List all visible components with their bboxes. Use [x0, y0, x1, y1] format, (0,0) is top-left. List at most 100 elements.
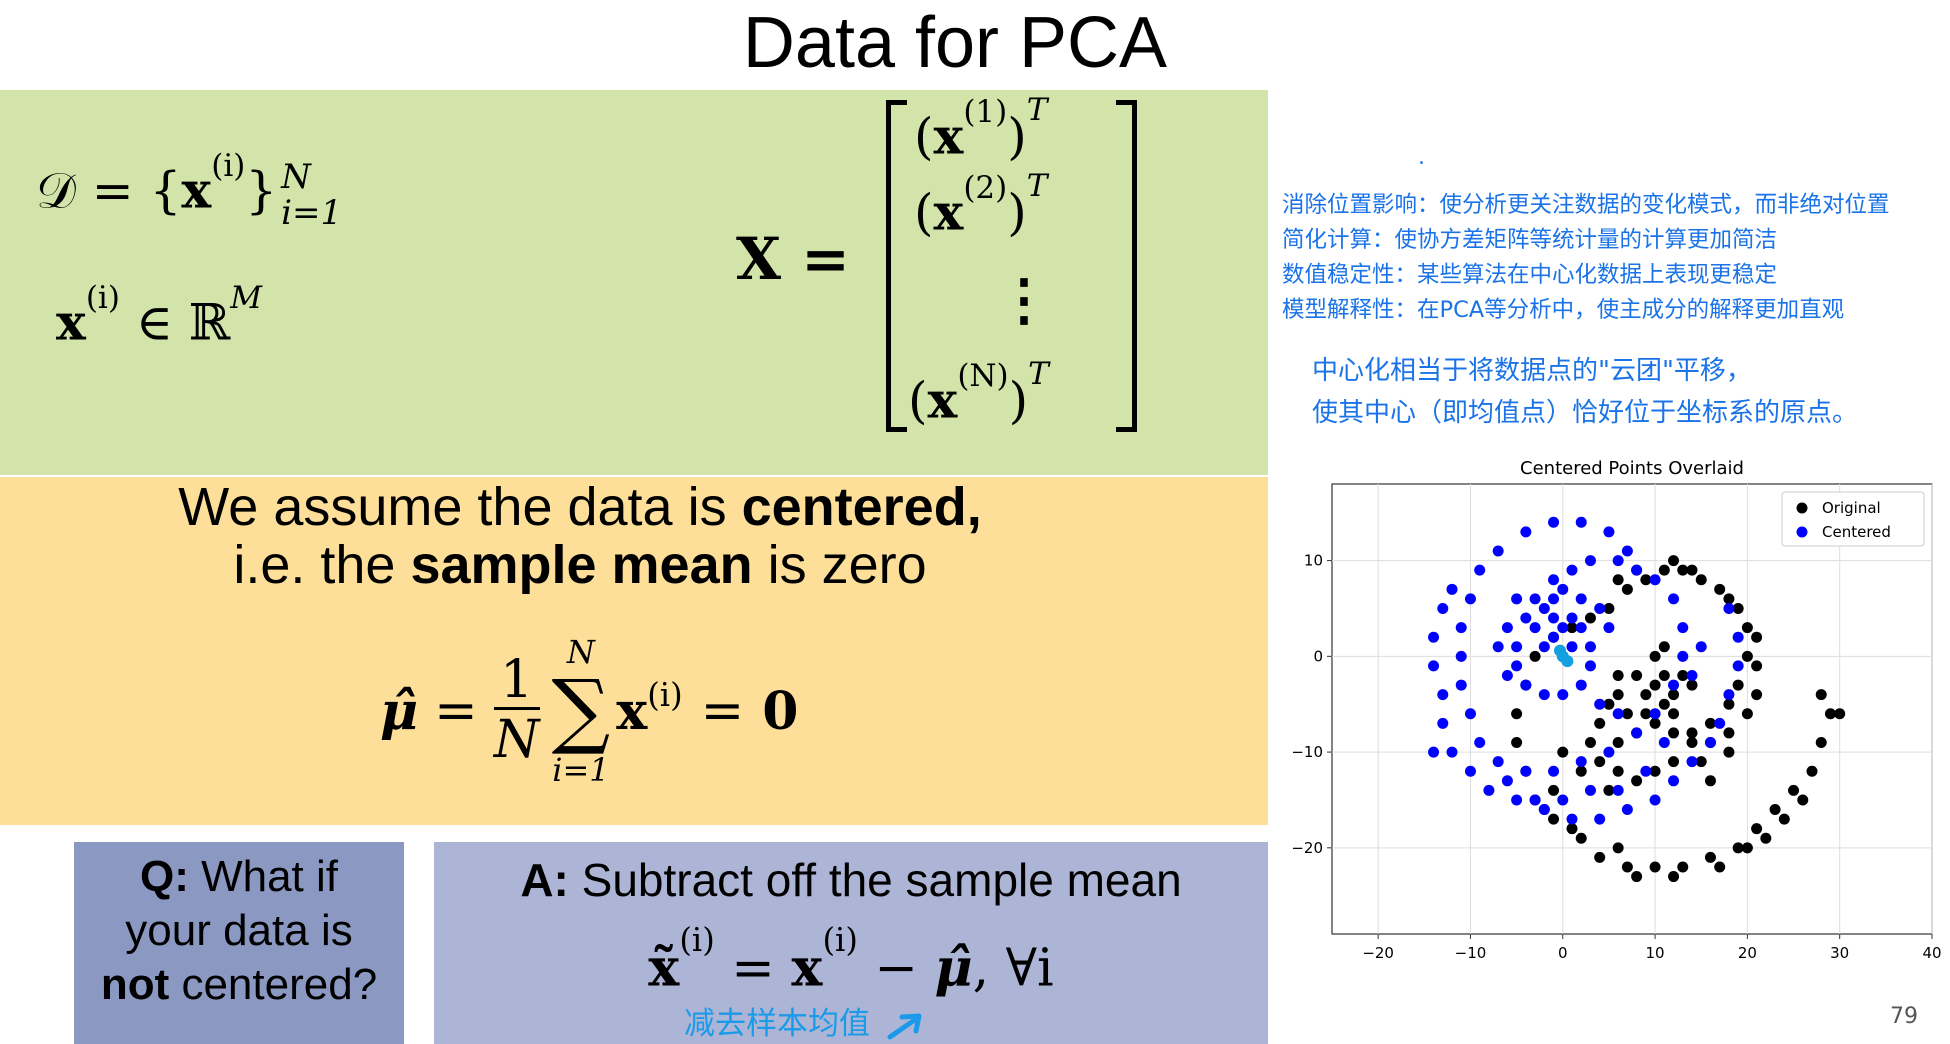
original-point: [1621, 861, 1633, 873]
centered-point: [1548, 593, 1560, 605]
line-text: is zero: [752, 535, 927, 595]
original-point: [1649, 679, 1661, 691]
centered-point: [1511, 593, 1523, 605]
centered-point: [1668, 593, 1680, 605]
centered-point: [1584, 660, 1596, 672]
x-tilde: x̃: [648, 937, 680, 999]
centered-point: [1557, 622, 1569, 634]
centered-point: [1538, 641, 1550, 653]
question-line-3: not centered?: [74, 958, 404, 1012]
original-point: [1714, 861, 1726, 873]
original-point: [1797, 794, 1809, 806]
original-point: [1566, 823, 1578, 835]
original-point: [1751, 631, 1763, 643]
element-superscript: (i): [85, 280, 120, 316]
original-point: [1704, 775, 1716, 787]
original-point: [1658, 641, 1670, 653]
row-open-paren: (: [908, 371, 928, 430]
original-point: [1686, 564, 1698, 576]
dataset-x: x: [181, 160, 212, 220]
matrix-right-bracket: [1116, 100, 1137, 432]
x-tick-label: 30: [1830, 944, 1849, 962]
original-point: [1806, 765, 1818, 777]
assumption-panel: [0, 477, 1268, 825]
centered-points-chart: Centered Points Overlaid −20 −10 0 10 20 30 40 −…: [1291, 458, 1941, 962]
centered-point: [1446, 583, 1458, 595]
original-point: [1640, 689, 1652, 701]
minus-sign: −: [857, 938, 935, 999]
note-line: 数值稳定性：某些算法在中心化数据上表现更稳定: [1282, 262, 1778, 288]
centered-point: [1566, 641, 1578, 653]
question-text: Q: What if your data is not centered?: [74, 850, 404, 1012]
definition-panel: [0, 90, 1268, 475]
row-close-paren: ): [1007, 183, 1027, 242]
row-superscript: (2): [963, 170, 1008, 206]
centered-point: [1474, 737, 1486, 749]
line-bold-text: centered,: [741, 477, 982, 537]
centered-point: [1594, 813, 1606, 825]
x-tick-label: 0: [1558, 944, 1568, 962]
original-point: [1714, 583, 1726, 595]
mean-point: [1561, 655, 1574, 668]
original-point: [1631, 669, 1643, 681]
zero-vector: 0: [762, 680, 799, 742]
original-point: [1751, 660, 1763, 672]
assumption-line-1: We assume the data is centered,: [0, 478, 1160, 536]
x-superscript: (i): [822, 921, 858, 959]
legend-marker: [1796, 502, 1808, 514]
centered-point: [1520, 612, 1532, 624]
centered-point: [1557, 689, 1569, 701]
assumption-line-2: i.e. the sample mean is zero: [0, 536, 1160, 594]
line-text: We assume the data is: [178, 477, 742, 537]
answer-text: A: Subtract off the sample mean: [434, 852, 1268, 908]
centered-point: [1594, 698, 1606, 710]
note-line: 消除位置影响：使分析更关注数据的变化模式，而非绝对位置: [1282, 192, 1890, 218]
dataset-upper-limit: N: [281, 156, 311, 197]
original-point: [1575, 765, 1587, 777]
note-line: 模型解释性：在PCA等分析中，使主成分的解释更加直观: [1282, 297, 1845, 323]
centered-point: [1668, 679, 1680, 691]
centered-point: [1658, 737, 1670, 749]
subtract-mean-annotation: 减去样本均值: [684, 1004, 926, 1044]
original-point: [1584, 612, 1596, 624]
original-point: [1668, 689, 1680, 701]
centered-point: [1437, 717, 1449, 729]
equals-sign: =: [700, 681, 745, 741]
summation: N ∑ i=1: [552, 635, 611, 787]
original-point: [1677, 861, 1689, 873]
original-point: [1631, 775, 1643, 787]
original-point: [1584, 737, 1596, 749]
centered-point: [1464, 765, 1476, 777]
original-point: [1612, 842, 1624, 854]
dataset-superscript: (i): [211, 148, 246, 184]
for-all-i: , ∀i: [972, 938, 1054, 999]
original-point: [1668, 756, 1680, 768]
row-superscript: (1): [963, 94, 1008, 130]
dataset-symbol: 𝒟 = {: [36, 161, 182, 220]
centered-point: [1428, 631, 1440, 643]
original-point: [1511, 737, 1523, 749]
element-membership: x(i) ∈ ℝM: [56, 280, 262, 353]
x-tick-label: 10: [1646, 944, 1665, 962]
centered-point: [1566, 612, 1578, 624]
mu-hat: μ̂: [380, 680, 419, 742]
original-point: [1815, 689, 1827, 701]
sample-mean-equation: μ̂ = 1 N N ∑ i=1 x (i) = 0: [380, 626, 798, 796]
matrix-left-bracket: [886, 100, 907, 432]
original-point: [1649, 861, 1661, 873]
original-point: [1815, 737, 1827, 749]
centered-point: [1428, 660, 1440, 672]
original-point: [1612, 574, 1624, 586]
centered-point: [1501, 775, 1513, 787]
centered-point: [1631, 727, 1643, 739]
centered-point: [1594, 602, 1606, 614]
fraction-bar: [493, 706, 540, 710]
centered-point: [1428, 746, 1440, 758]
centered-point: [1603, 746, 1615, 758]
original-point: [1741, 622, 1753, 634]
original-point: [1778, 813, 1790, 825]
original-point: [1686, 727, 1698, 739]
original-point: [1668, 871, 1680, 883]
original-point: [1640, 708, 1652, 720]
centered-point: [1474, 564, 1486, 576]
